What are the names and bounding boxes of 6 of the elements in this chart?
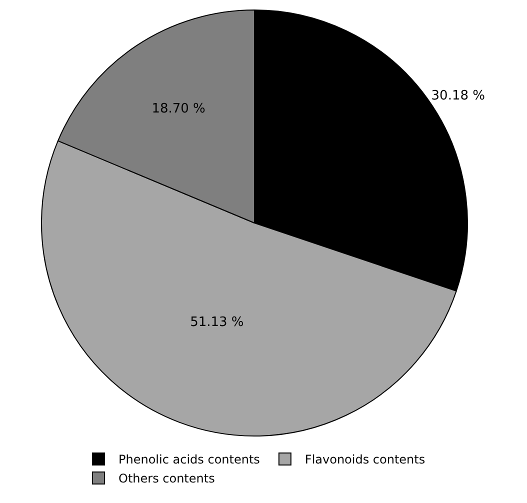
legend-label: Phenolic acids contents <box>118 452 260 467</box>
data-label: 51.13 % <box>190 315 244 330</box>
data-label: 30.18 % <box>431 88 485 104</box>
data-label: 18.70 % <box>152 101 206 116</box>
legend-label: Others contents <box>118 472 215 486</box>
legend-label: Flavonoids contents <box>304 452 426 467</box>
